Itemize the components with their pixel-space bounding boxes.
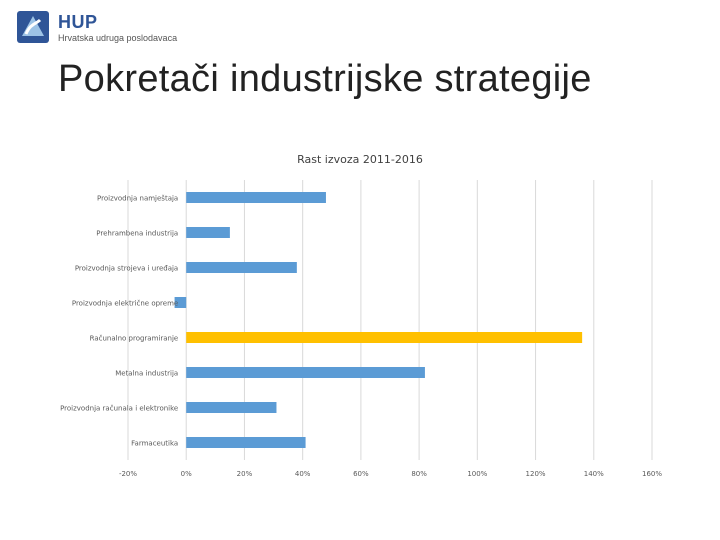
x-tick-label: 0% [181, 470, 192, 478]
bar [186, 227, 230, 238]
logo-subtitle: Hrvatska udruga poslodavaca [58, 33, 178, 43]
category-label: Proizvodnja električne opreme [72, 300, 178, 308]
category-label: Farmaceutika [131, 440, 178, 448]
x-tick-label: 80% [411, 470, 427, 478]
bar [186, 437, 306, 448]
bar [186, 332, 583, 343]
slide-title: Pokretači industrijske strategije [58, 58, 592, 100]
x-tick-label: 120% [526, 470, 546, 478]
category-label: Metalna industrija [115, 370, 178, 378]
chart-bars [174, 192, 583, 448]
category-label: Proizvodnja strojeva i uređaja [75, 265, 178, 273]
x-tick-label: 40% [295, 470, 311, 478]
chart-gridlines [127, 180, 653, 460]
x-tick-label: 140% [584, 470, 604, 478]
category-label: Proizvodnja namještaja [97, 195, 178, 203]
x-tick-label: -20% [119, 470, 137, 478]
bar [186, 402, 277, 413]
hup-logo: HUP Hrvatska udruga poslodavaca [16, 10, 178, 50]
chart-title: Rast izvoza 2011-2016 [297, 153, 423, 166]
category-label: Računalno programiranje [90, 335, 179, 343]
chart-x-tick-labels: -20% 0% 20% 40% 60% 80% 100% 120% 140% 160% [119, 470, 662, 478]
x-tick-label: 60% [353, 470, 369, 478]
bar [186, 367, 425, 378]
bar [186, 192, 326, 203]
chart-category-labels: Proizvodnja namještaja Prehrambena indust… [60, 195, 178, 448]
bar [186, 262, 297, 273]
x-tick-label: 20% [237, 470, 253, 478]
bar [174, 297, 187, 308]
category-label: Prehrambena industrija [96, 230, 178, 238]
category-label: Proizvodnja računala i elektronike [60, 405, 178, 413]
x-tick-label: 160% [642, 470, 662, 478]
hup-logo-mark [17, 11, 49, 43]
logo-name: HUP [58, 12, 98, 32]
x-tick-label: 100% [467, 470, 487, 478]
